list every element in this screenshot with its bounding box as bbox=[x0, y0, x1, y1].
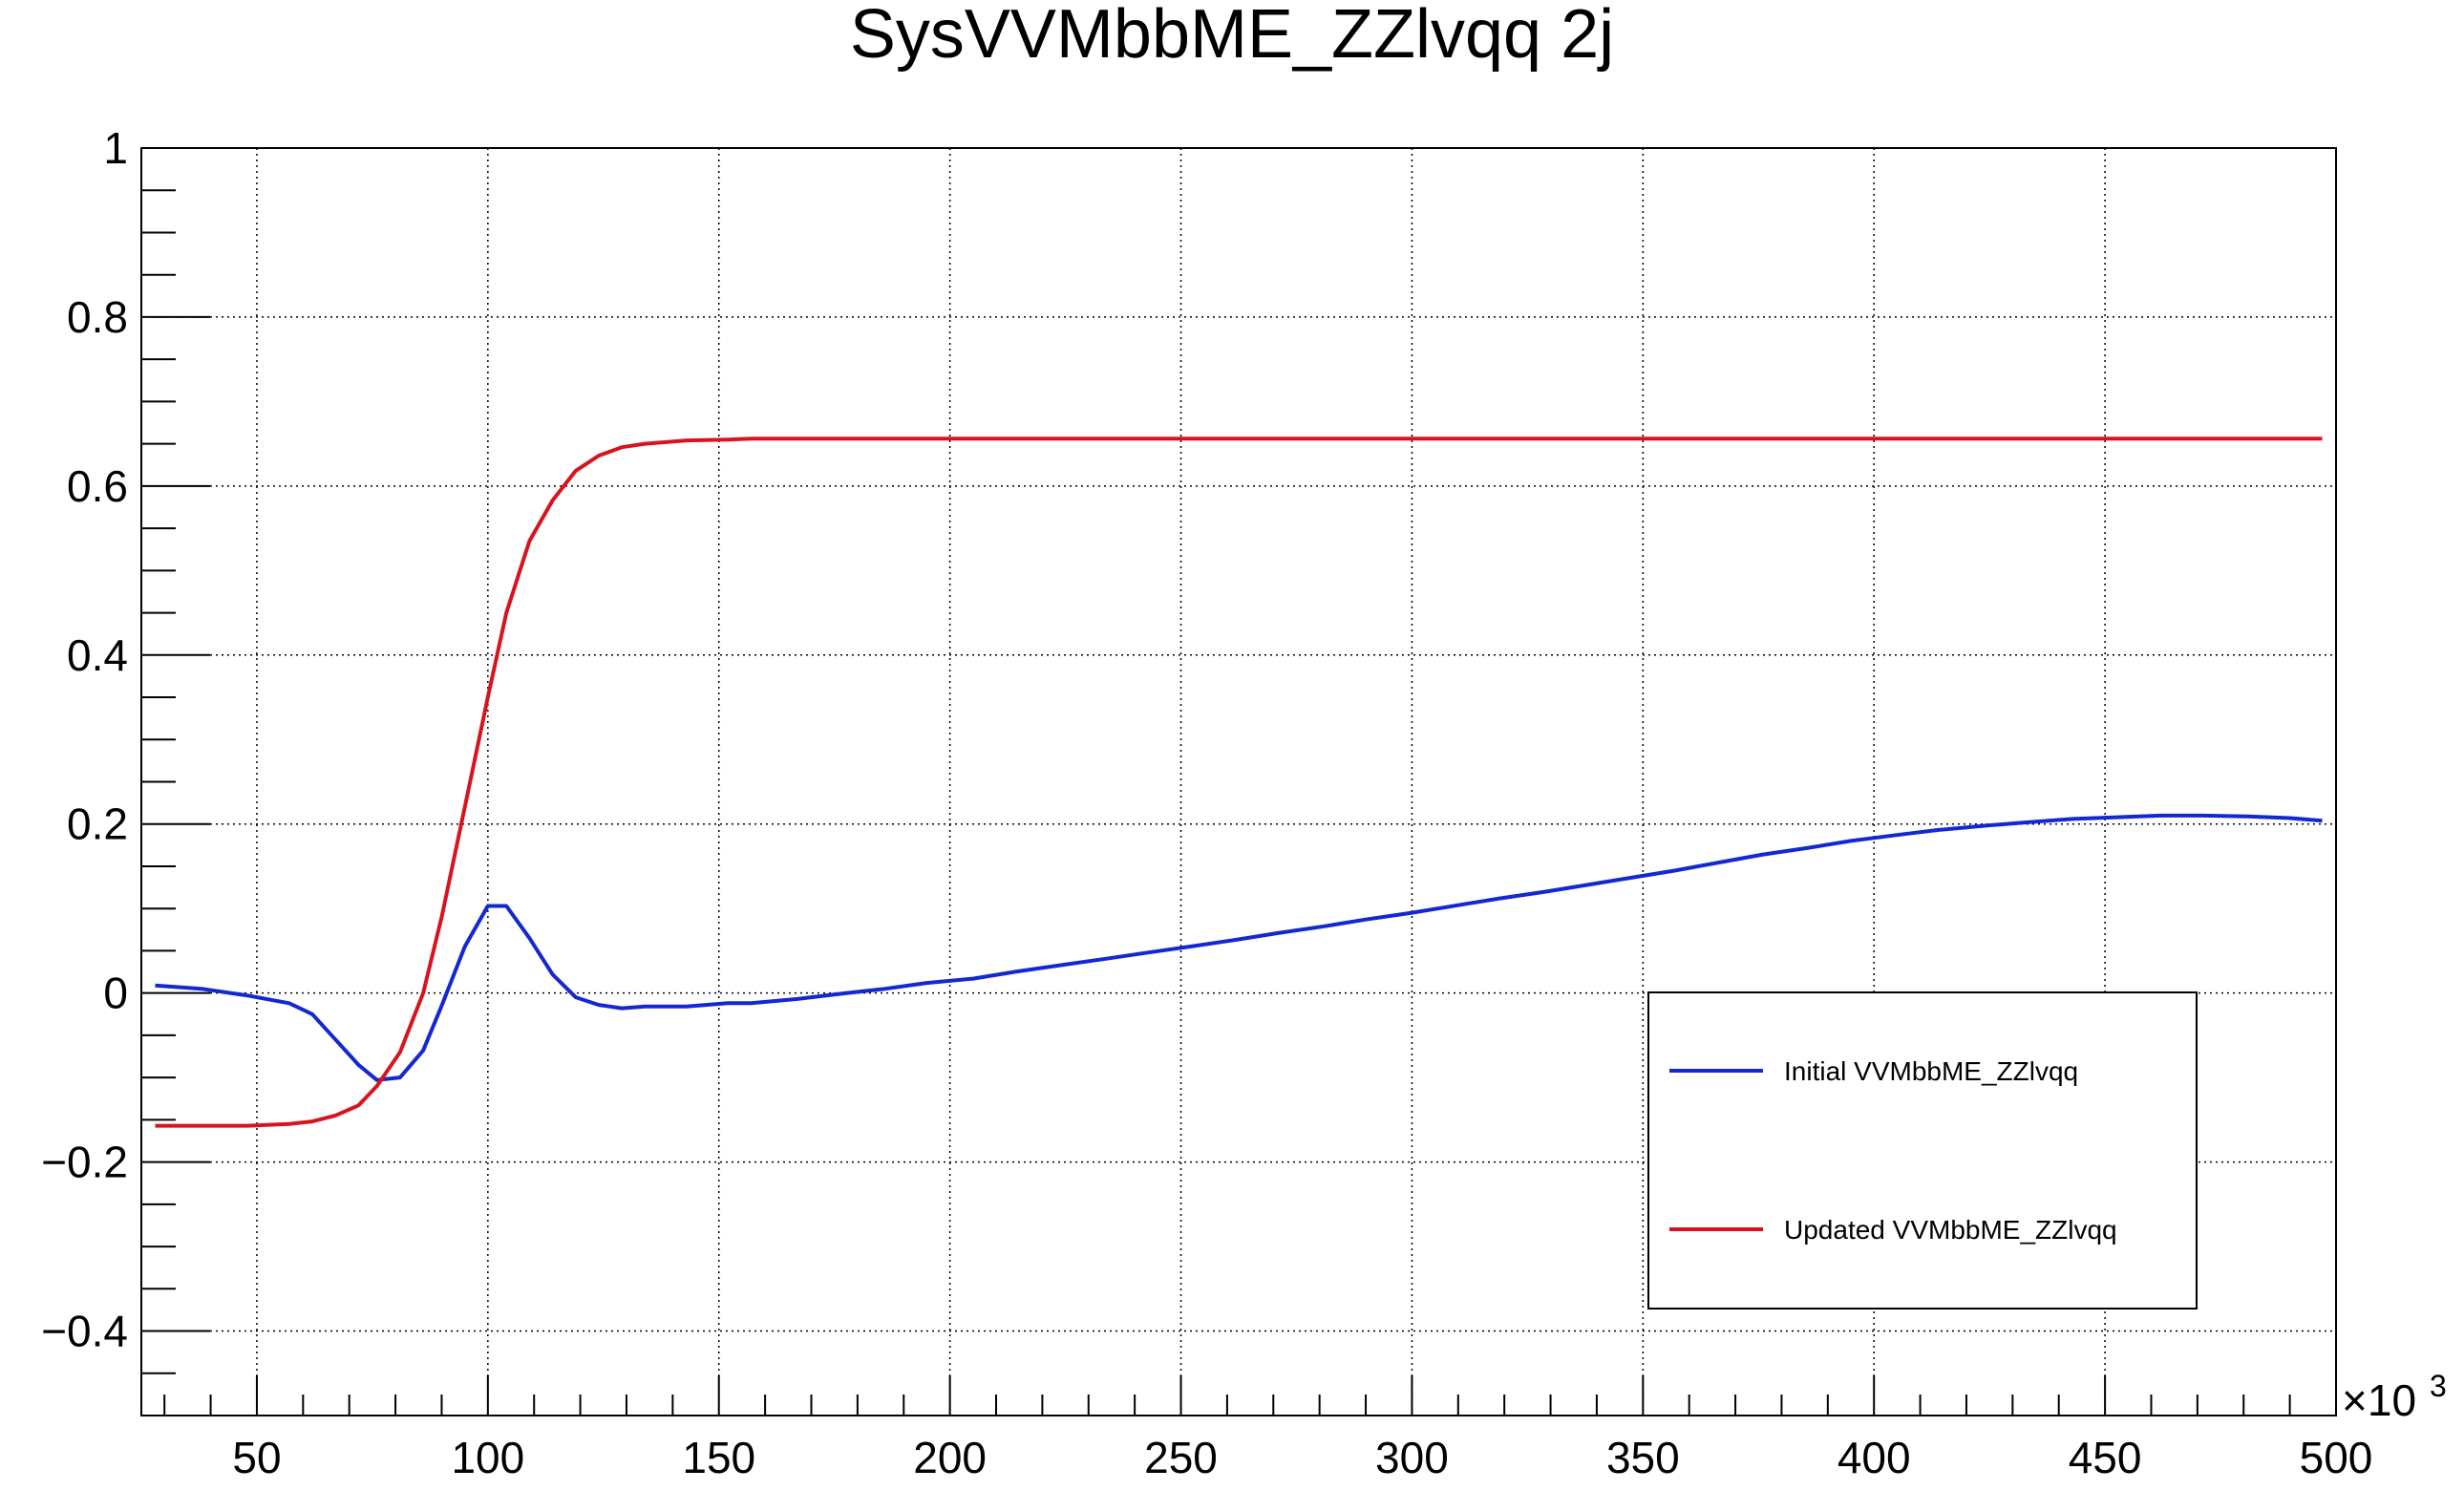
y-tick-label: 0.2 bbox=[67, 799, 128, 849]
x-tick-label: 150 bbox=[682, 1433, 755, 1482]
x-tick-label: 350 bbox=[1606, 1433, 1680, 1482]
x-tick-label: 200 bbox=[913, 1433, 987, 1482]
legend: Initial VVMbbME_ZZlvqq Updated VVMbbME_Z… bbox=[1647, 991, 2198, 1310]
y-tick-label: −0.2 bbox=[41, 1138, 128, 1187]
y-tick-label: 0.6 bbox=[67, 461, 128, 511]
x-tick-label: 450 bbox=[2069, 1433, 2142, 1482]
legend-label-updated: Updated VVMbbME_ZZlvqq bbox=[1784, 1215, 2117, 1245]
x-tick-label: 100 bbox=[451, 1433, 524, 1482]
tick-labels: 50 100 150 200 250 300 350 400 450 500 −0.4 −0.2 0 0.… bbox=[41, 123, 2372, 1482]
x-tick-label: 300 bbox=[1375, 1433, 1449, 1482]
x-tick-label: 50 bbox=[232, 1433, 281, 1482]
x-tick-label: 400 bbox=[1837, 1433, 1911, 1482]
y-tick-label: −0.4 bbox=[41, 1307, 128, 1356]
chart-title: SysVVMbbME_ZZlvqq 2j bbox=[850, 0, 1614, 73]
x-tick-label: 250 bbox=[1144, 1433, 1218, 1482]
axis-ticks bbox=[141, 147, 2337, 1416]
series-lines bbox=[155, 437, 2323, 1128]
y-tick-label: 1 bbox=[103, 123, 128, 173]
x-multiplier-base: ×10 bbox=[2342, 1375, 2416, 1425]
legend-label-initial: Initial VVMbbME_ZZlvqq bbox=[1784, 1056, 2078, 1086]
y-tick-label: 0 bbox=[103, 969, 128, 1018]
x-tick-label: 500 bbox=[2300, 1433, 2373, 1482]
x-multiplier-exponent: 3 bbox=[2430, 1369, 2447, 1403]
series-line-initial bbox=[155, 813, 2323, 1082]
series-line-updated bbox=[155, 437, 2323, 1128]
legend-box bbox=[1647, 991, 2198, 1310]
y-tick-label: 0.8 bbox=[67, 292, 128, 342]
x-axis-multiplier: ×10 3 bbox=[2342, 1369, 2447, 1425]
y-tick-label: 0.4 bbox=[67, 630, 128, 680]
